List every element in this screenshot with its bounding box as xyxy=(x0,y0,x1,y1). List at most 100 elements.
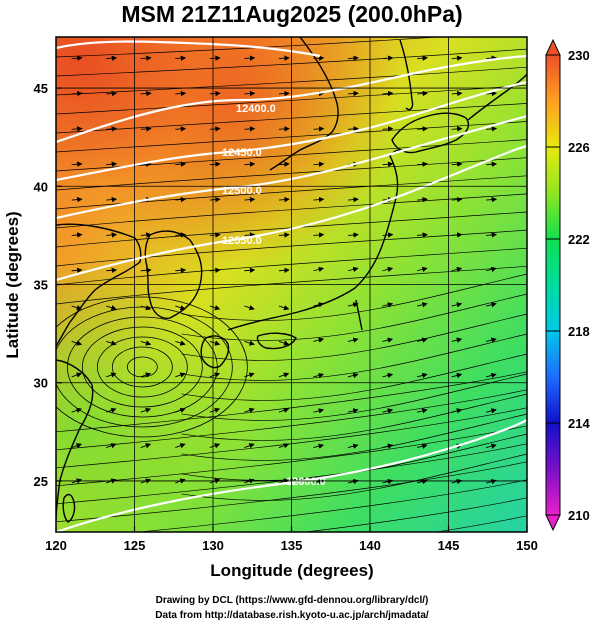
coastline-korea xyxy=(144,230,203,319)
coastline-china-south xyxy=(56,359,94,521)
wind-arrow xyxy=(106,372,117,378)
anticyclone-streamline xyxy=(126,356,158,378)
wind-arrow xyxy=(209,340,221,346)
wind-arrow xyxy=(451,55,463,61)
wind-arrow xyxy=(313,337,325,343)
wind-arrow xyxy=(486,126,498,132)
anticyclone-streamline xyxy=(96,336,188,398)
wind-arrow xyxy=(417,90,428,97)
wind-arrow xyxy=(71,196,83,203)
wind-arrow xyxy=(175,161,187,167)
colorbar-tick-label: 230 xyxy=(568,48,590,63)
wind-arrow xyxy=(278,267,290,274)
x-axis-ticks: 120 125 130 135 140 145 150 xyxy=(45,526,538,553)
wind-arrow xyxy=(347,232,359,238)
x-tick-label: 125 xyxy=(124,538,146,553)
streamline xyxy=(56,389,527,451)
x-tick-label: 140 xyxy=(359,538,381,553)
x-tick-label: 150 xyxy=(516,538,538,553)
wind-arrow xyxy=(71,232,83,238)
wind-arrow xyxy=(140,267,152,274)
wind-arrow xyxy=(347,266,359,273)
colorbar-scale xyxy=(545,54,561,516)
wind-arrow xyxy=(416,372,428,379)
streamline xyxy=(56,443,527,505)
streamline xyxy=(434,515,527,532)
wind-arrow xyxy=(382,232,394,238)
wind-arrow xyxy=(278,443,290,449)
chart-title: MSM 21Z11Aug2025 (200.0hPa) xyxy=(121,1,462,27)
wind-arrow xyxy=(347,196,359,203)
wind-arrow xyxy=(278,232,290,238)
wind-arrow xyxy=(106,305,117,311)
wind-arrow xyxy=(175,232,187,238)
wind-arrow xyxy=(451,266,463,273)
streamline xyxy=(56,407,527,469)
y-axis-ticks: 25 30 35 40 45 xyxy=(34,81,62,489)
colorbar-tick-label: 222 xyxy=(568,232,590,247)
wind-arrow xyxy=(106,90,118,97)
wind-arrow xyxy=(71,443,82,449)
wind-arrow xyxy=(313,443,325,449)
wind-arrow xyxy=(140,55,152,61)
colorbar-tick-label: 218 xyxy=(568,324,590,339)
wind-arrow xyxy=(382,443,394,449)
wind-arrow xyxy=(244,196,256,203)
y-tick-label: 40 xyxy=(34,179,48,194)
contour-12600 xyxy=(56,419,527,532)
streamline xyxy=(181,313,527,361)
wind-arrow xyxy=(417,196,428,203)
wind-arrow xyxy=(382,55,394,61)
coastlines xyxy=(56,37,527,523)
streamline xyxy=(56,247,527,286)
y-tick-label: 25 xyxy=(34,474,48,489)
wind-arrow xyxy=(347,55,359,61)
wind-arrow xyxy=(451,302,463,308)
streamline xyxy=(181,293,527,341)
streamline xyxy=(56,175,527,210)
plot-area: 12400.0 12450.0 12500.0 12550.0 12600.0 xyxy=(56,37,527,532)
wind-arrow xyxy=(140,372,152,378)
wind-arrow xyxy=(209,305,221,311)
wind-arrow xyxy=(278,126,290,132)
wind-arrow xyxy=(106,267,118,274)
wind-arrow xyxy=(278,340,290,346)
wind-arrow xyxy=(244,340,255,346)
wind-arrow xyxy=(451,372,463,379)
wind-arrow xyxy=(416,408,428,414)
wind-arrow xyxy=(175,90,187,97)
wind-arrow xyxy=(417,161,428,167)
wind-arrow xyxy=(106,196,118,203)
wind-arrow xyxy=(140,90,152,97)
wind-arrow xyxy=(313,266,325,273)
wind-arrow xyxy=(382,302,394,308)
wind-arrow xyxy=(71,126,83,132)
coastline-china-north xyxy=(56,223,142,347)
coastline-sakhalin xyxy=(399,39,414,111)
y-tick-label: 30 xyxy=(34,376,48,391)
contour-12550 xyxy=(56,144,527,282)
colorbar-ticks: 230 226 222 218 214 210 xyxy=(546,48,590,523)
wind-arrow xyxy=(244,443,255,449)
wind-arrow xyxy=(209,267,221,274)
coastline-izu-islands xyxy=(355,299,363,331)
streamline xyxy=(56,66,527,96)
contour-label-12550: 12550.0 xyxy=(222,235,262,247)
contour-12400 xyxy=(56,54,527,144)
wind-arrow xyxy=(347,126,359,132)
wind-arrow xyxy=(416,443,428,449)
wind-arrow xyxy=(486,90,498,97)
wind-arrow xyxy=(313,196,325,203)
coastline-kyushu xyxy=(200,335,230,369)
y-tick-label: 35 xyxy=(34,278,48,293)
wind-arrow xyxy=(278,305,290,311)
streamline xyxy=(56,425,527,487)
wind-arrow xyxy=(209,90,221,97)
wind-arrow xyxy=(382,90,394,97)
wind-arrow xyxy=(417,126,428,132)
wind-arrow xyxy=(278,372,290,378)
wind-arrow xyxy=(140,305,152,311)
wind-arrow xyxy=(486,266,497,273)
colorbar-tick-label: 226 xyxy=(568,140,590,155)
